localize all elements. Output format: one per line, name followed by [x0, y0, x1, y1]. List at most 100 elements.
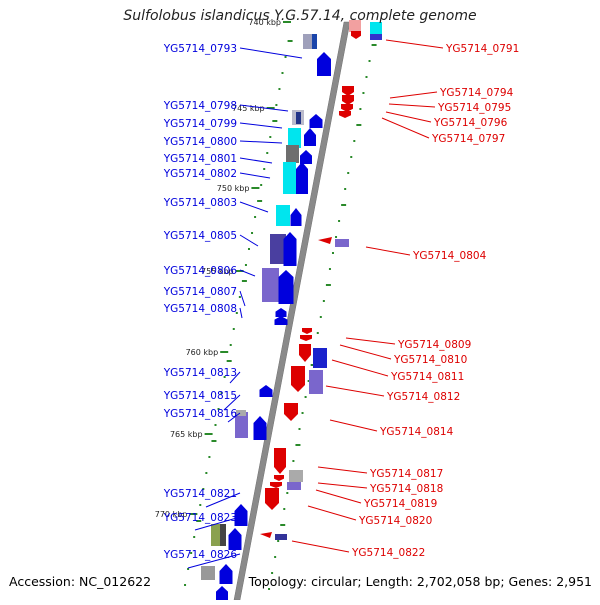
reverse-gene	[300, 335, 312, 341]
tick-outer	[328, 268, 331, 270]
accession-text: Accession: NC_012622	[9, 574, 152, 589]
purple-box	[335, 239, 349, 247]
tick-inner	[254, 216, 257, 218]
blue-box	[275, 534, 287, 540]
topology-text: Topology: circular; Length: 2,702,058 bp…	[248, 574, 592, 589]
tick-outer	[371, 44, 377, 46]
left-connector-line	[229, 371, 241, 384]
gene-features	[201, 20, 382, 600]
tick-outer	[298, 428, 301, 430]
right-connector-line	[291, 540, 350, 553]
left-connector-line	[239, 269, 256, 277]
left-connector-line	[194, 516, 241, 531]
reverse-gene	[291, 366, 305, 392]
forward-gene	[234, 504, 248, 526]
purple-box	[287, 482, 301, 490]
right-connector-line	[385, 111, 432, 123]
forward-gene	[290, 208, 302, 226]
tick-outer	[304, 396, 307, 398]
left-connector-line	[239, 201, 269, 213]
right-gene-label: YG5714_0797	[431, 133, 505, 145]
left-gene-label: YG5714_0805	[163, 230, 237, 242]
tick-inner	[244, 264, 247, 266]
tick-inner	[184, 584, 187, 586]
tick-outer	[268, 588, 271, 590]
tick-outer	[365, 76, 368, 78]
tick-outer	[325, 284, 331, 286]
reverse-gene	[302, 328, 312, 334]
tick-inner	[247, 248, 250, 250]
forward-gene	[283, 232, 297, 266]
right-gene-label: YG5714_0810	[393, 354, 467, 366]
right-connector-line	[389, 91, 438, 99]
kbp-label: 745 kbp	[232, 104, 265, 113]
left-connector-line	[239, 140, 283, 144]
tick-inner	[238, 296, 241, 298]
forward-gene	[278, 270, 294, 304]
tick-outer	[274, 556, 277, 558]
left-gene-label: YG5714_0826	[163, 549, 238, 561]
right-connector-line	[307, 505, 357, 521]
tick-outer	[359, 108, 362, 110]
right-gene-label: YG5714_0818	[369, 483, 443, 495]
tick-outer	[335, 236, 338, 238]
right-gene-label: YG5714_0819	[363, 498, 437, 510]
kbp-label: 740 kbp	[248, 18, 281, 27]
feature-box	[370, 34, 382, 40]
kbp-label: 755 kbp	[201, 267, 234, 276]
reverse-gene	[341, 104, 353, 112]
right-connector-line	[317, 466, 368, 474]
tick-inner	[217, 408, 220, 410]
tick-outer	[356, 124, 362, 126]
tick-inner	[211, 440, 217, 442]
tick-outer	[362, 92, 365, 94]
tick-marks	[184, 40, 377, 590]
forward-gene	[274, 316, 288, 325]
left-connector-line	[239, 122, 283, 129]
purple-box	[270, 234, 286, 264]
left-connector-line	[239, 307, 243, 319]
tick-inner	[208, 456, 211, 458]
tick-inner	[190, 552, 193, 554]
forward-gene	[275, 308, 287, 317]
left-connector-line	[239, 104, 289, 112]
right-gene-labels: YG5714_0791 YG5714_0794 YG5714_0795 YG5714_…	[351, 43, 519, 559]
reverse-gene	[299, 344, 311, 362]
right-label-lines	[291, 39, 444, 553]
tick-inner	[220, 392, 223, 394]
left-connector-line	[227, 412, 241, 423]
right-connector-line	[365, 246, 411, 256]
left-gene-labels: YG5714_0793 YG5714_0798 YG5714_0799 YG5714_…	[163, 43, 238, 561]
cyan-box	[283, 162, 296, 194]
purple-box	[262, 268, 279, 302]
tick-inner	[232, 328, 235, 330]
tick-inner	[223, 376, 226, 378]
right-gene-label: YG5714_0814	[379, 426, 454, 438]
cyan-box	[276, 205, 290, 226]
gray-box	[236, 410, 246, 416]
tick-inner	[263, 168, 266, 170]
right-gene-label: YG5714_0812	[386, 391, 460, 403]
tick-outer	[271, 572, 274, 574]
reverse-gene	[342, 95, 354, 105]
tick-inner	[187, 568, 190, 570]
left-gene-label: YG5714_0799	[163, 118, 237, 130]
left-gene-label: YG5714_0802	[163, 168, 237, 180]
right-gene-label: YG5714_0796	[433, 117, 508, 129]
tick-outer	[277, 540, 280, 542]
reverse-gene	[265, 488, 279, 510]
left-gene-label: YG5714_0801	[163, 153, 237, 165]
left-connector-line	[239, 234, 259, 247]
forward-gene	[300, 150, 312, 164]
right-connector-line	[388, 103, 436, 108]
feature-box	[312, 34, 317, 49]
tick-outer	[307, 380, 310, 382]
tick-outer	[344, 188, 347, 190]
left-connector-line	[239, 290, 246, 307]
left-gene-label: YG5714_0821	[163, 488, 237, 500]
tick-outer	[301, 412, 304, 414]
right-connector-line	[325, 385, 385, 397]
gray-box	[289, 470, 303, 482]
tick-inner	[269, 136, 272, 138]
tick-inner	[229, 344, 232, 346]
